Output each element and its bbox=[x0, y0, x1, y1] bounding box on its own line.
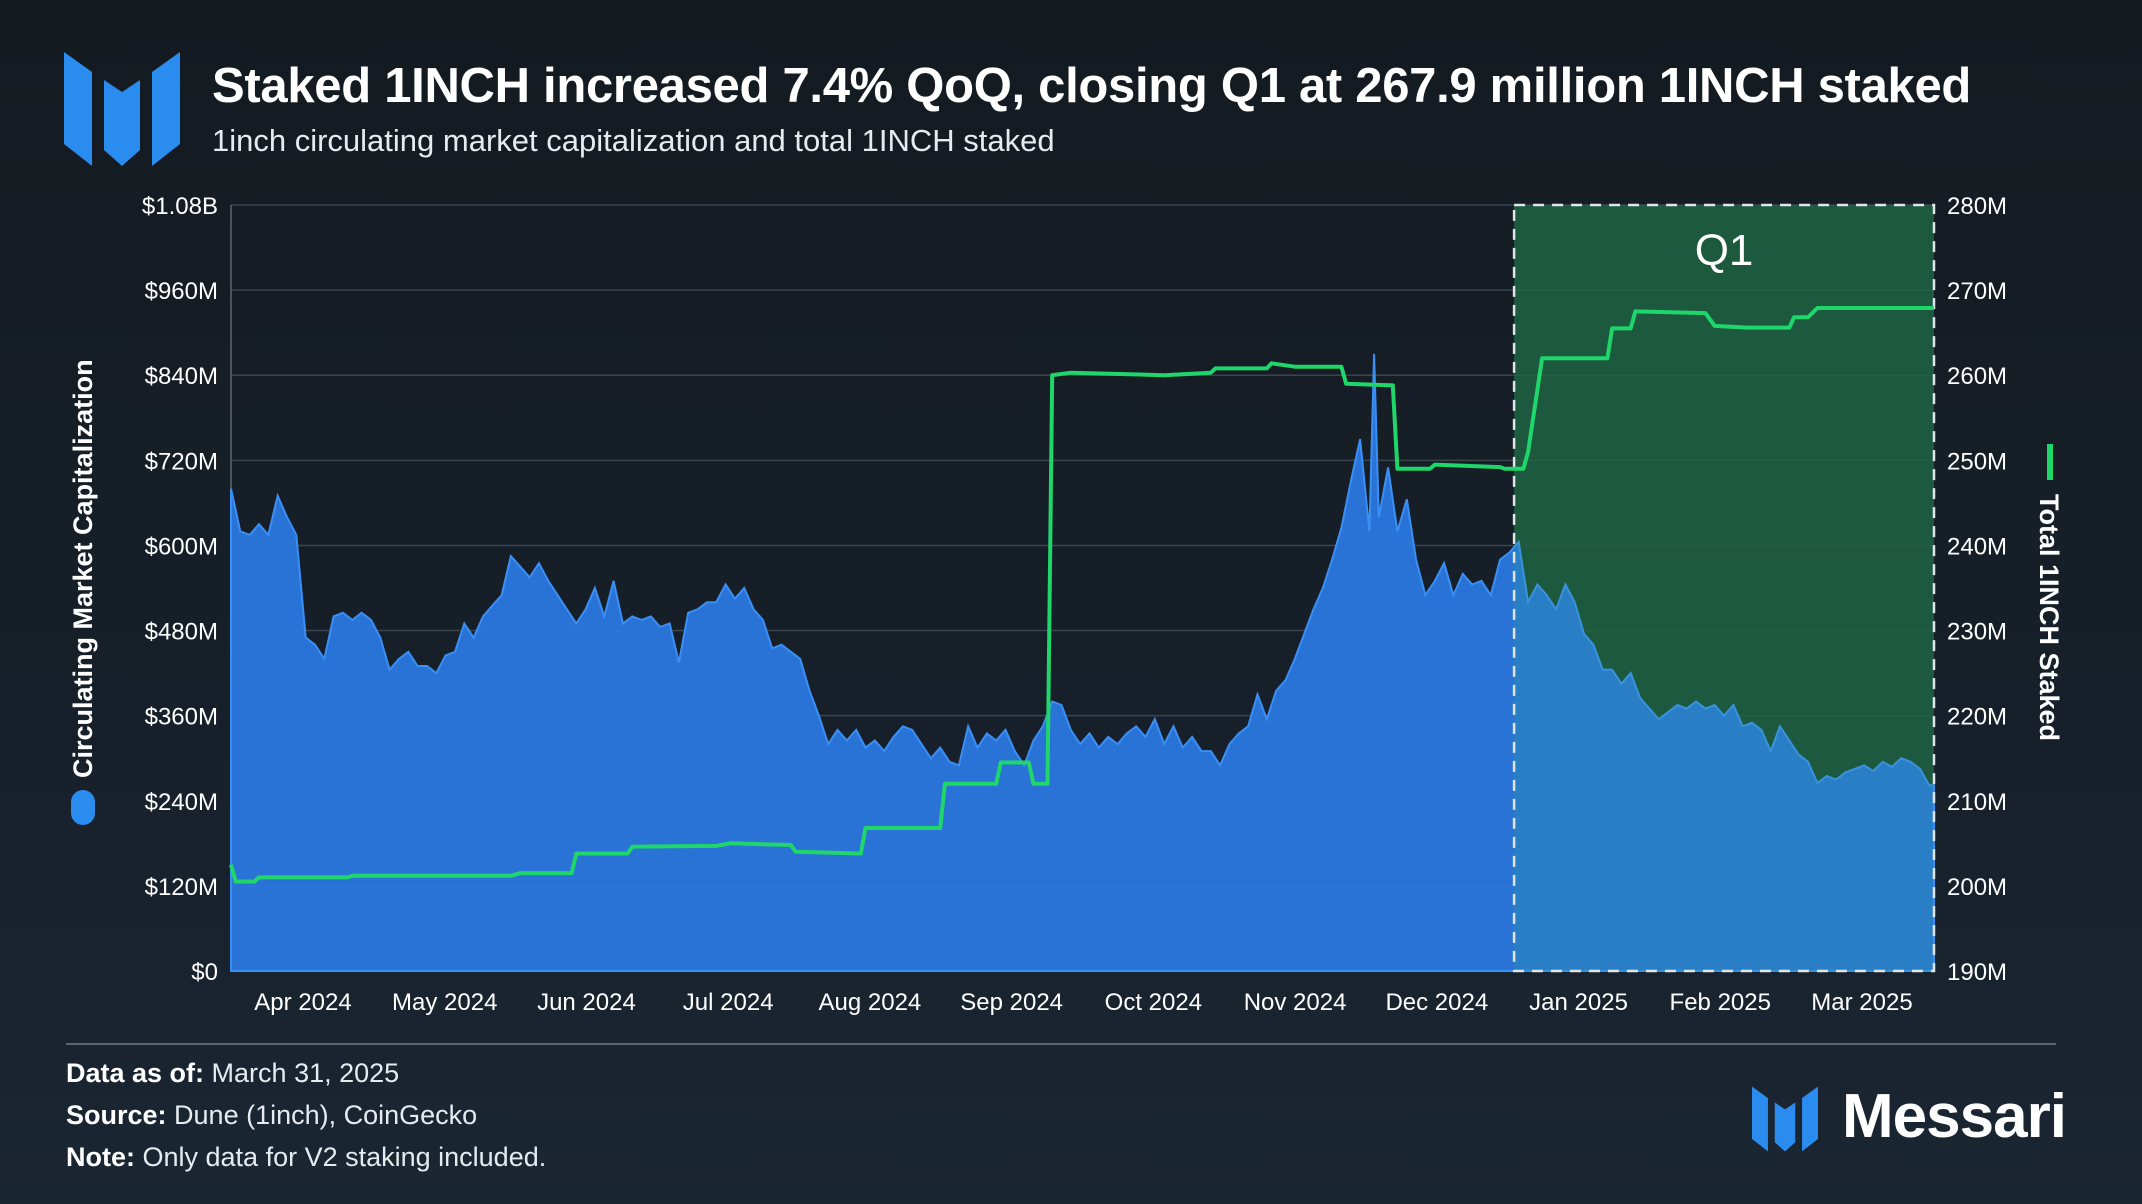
x-tick-label: Feb 2025 bbox=[1670, 989, 1771, 1016]
chart-title: Staked 1INCH increased 7.4% QoQ, closing… bbox=[212, 59, 1972, 113]
right-tick-label: 190M bbox=[1947, 959, 2007, 986]
market-cap-area bbox=[230, 353, 1935, 972]
left-tick-label: $120M bbox=[145, 874, 218, 901]
right-tick-label: 280M bbox=[1947, 193, 2007, 220]
footer-divider bbox=[66, 1043, 2056, 1045]
right-tick-label: 240M bbox=[1947, 533, 2007, 560]
right-tick-label: 250M bbox=[1947, 448, 2007, 475]
left-tick-label: $240M bbox=[145, 789, 218, 816]
left-tick-label: $600M bbox=[145, 533, 218, 560]
x-tick-label: May 2024 bbox=[392, 989, 497, 1016]
staked-line bbox=[229, 306, 1934, 884]
chart-subtitle: 1inch circulating market capitalization … bbox=[212, 123, 1055, 158]
staked-legend-swatch bbox=[2047, 444, 2053, 480]
left-tick-label: $960M bbox=[145, 278, 218, 305]
right-tick-label: 260M bbox=[1947, 363, 2007, 390]
left-tick-label: $720M bbox=[145, 448, 218, 475]
market-cap-legend-swatch bbox=[71, 790, 95, 825]
x-tick-label: Sep 2024 bbox=[960, 989, 1063, 1016]
messari-brand-icon bbox=[1752, 1086, 1818, 1152]
chart: Q1 $0 $120M $240M $360M $480M $600M $720M $840M… bbox=[68, 193, 2064, 1016]
x-tick-label: Jun 2024 bbox=[537, 989, 636, 1016]
q1-dashed-border bbox=[1512, 203, 1936, 973]
right-axis-title: Total 1INCH Staked bbox=[2034, 444, 2064, 741]
x-tick-label: Jul 2024 bbox=[683, 989, 774, 1016]
left-axis-title: Circulating Market Capitalization bbox=[68, 359, 98, 825]
data-as-of: Data as of: March 31, 2025 bbox=[66, 1058, 400, 1088]
x-tick-label: Oct 2024 bbox=[1105, 989, 1202, 1016]
right-tick-label: 220M bbox=[1947, 704, 2007, 731]
left-axis-label: Circulating Market Capitalization bbox=[68, 359, 98, 778]
x-tick-label: Dec 2024 bbox=[1385, 989, 1488, 1016]
left-tick-label: $1.08B bbox=[142, 193, 218, 220]
v2-note: Note: Only data for V2 staking included. bbox=[66, 1142, 547, 1172]
brand-name: Messari bbox=[1842, 1082, 2067, 1151]
x-tick-label: Nov 2024 bbox=[1244, 989, 1347, 1016]
q1-overlay bbox=[1514, 205, 1934, 971]
right-tick-label: 200M bbox=[1947, 874, 2007, 901]
x-tick-label: Mar 2025 bbox=[1811, 989, 1912, 1016]
left-tick-label: $0 bbox=[191, 959, 218, 986]
messari-logo-icon bbox=[64, 52, 180, 166]
left-tick-label: $360M bbox=[145, 704, 218, 731]
x-tick-label: Aug 2024 bbox=[819, 989, 922, 1016]
right-axis-label: Total 1INCH Staked bbox=[2034, 494, 2064, 741]
source-note: Source: Dune (1inch), CoinGecko bbox=[66, 1100, 478, 1130]
x-tick-label: Apr 2024 bbox=[254, 989, 351, 1016]
right-tick-label: 210M bbox=[1947, 789, 2007, 816]
right-tick-label: 270M bbox=[1947, 278, 2007, 305]
q1-label: Q1 bbox=[1695, 226, 1754, 275]
x-tick-label: Jan 2025 bbox=[1529, 989, 1628, 1016]
left-tick-label: $840M bbox=[145, 363, 218, 390]
right-tick-label: 230M bbox=[1947, 619, 2007, 646]
left-tick-label: $480M bbox=[145, 619, 218, 646]
